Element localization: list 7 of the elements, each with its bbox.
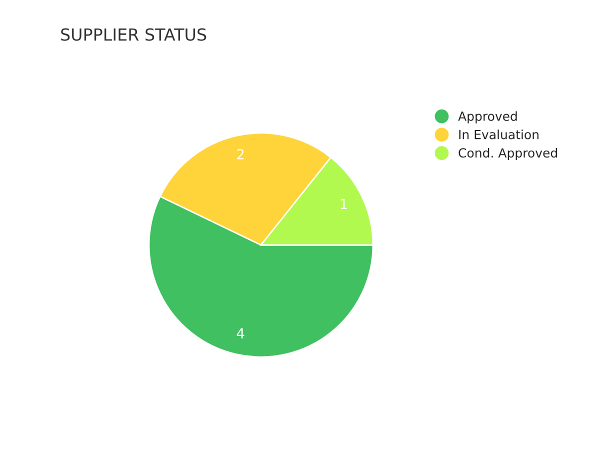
legend-label: Approved (458, 111, 517, 124)
data-label: 1 (340, 198, 347, 209)
chart-title: SUPPLIER STATUS (61, 28, 206, 41)
data-label: 4 (236, 328, 244, 338)
legend-label: Cond. Approved (458, 148, 557, 160)
legend-label: In Evaluation (459, 130, 538, 140)
data-label: 2 (237, 148, 244, 160)
